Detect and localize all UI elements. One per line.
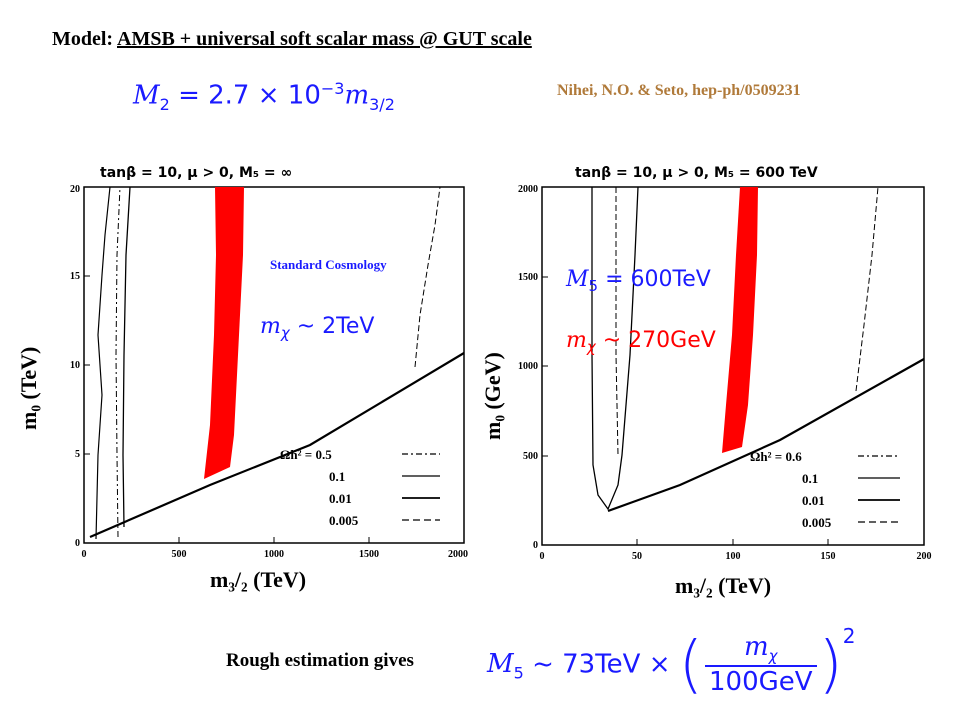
left-xlabel: m₃/₂ (TeV) [210, 567, 306, 592]
eq-bottom-num-m: m [743, 632, 769, 662]
eq-m2-lhs: M [133, 80, 160, 111]
right-legend-item-2: 0.01 [802, 493, 825, 508]
right-xtick-3: 150 [821, 551, 836, 562]
left-xtick-1: 500 [172, 549, 187, 560]
left-legend-item-1: 0.1 [329, 469, 345, 484]
right-boundary-line [607, 358, 925, 513]
title-model: AMSB + universal soft scalar mass @ GUT … [117, 28, 532, 50]
left-relic-density-plot: tanβ = 10, μ > 0, M₅ = ∞ 0 500 1000 1500… [16, 165, 468, 592]
left-curve-0.1-left [122, 186, 131, 528]
left-ytick-4: 20 [70, 184, 80, 195]
left-ytick-2: 10 [70, 360, 80, 371]
left-ylabel: m₀ (TeV) [16, 347, 41, 430]
eq-m2-m-sub: 3/2 [369, 94, 395, 114]
left-xtick-2: 1000 [264, 549, 284, 560]
right-plot-header: tanβ = 10, μ > 0, M₅ = 600 TeV [575, 165, 818, 181]
right-legend-item-1: 0.1 [802, 471, 818, 486]
left-legend-item-2: 0.01 [329, 491, 352, 506]
right-relic-density-plot: tanβ = 10, μ > 0, M₅ = 600 TeV 0 50 100 … [480, 165, 932, 598]
right-xtick-1: 50 [632, 551, 642, 562]
title-prefix: Model: [52, 28, 117, 50]
left-paren: ( [678, 627, 703, 701]
left-curve-0.5 [95, 186, 111, 540]
right-ytick-0: 0 [533, 540, 538, 551]
eq-m2-exp: −3 [320, 79, 345, 98]
left-xtick-0: 0 [82, 549, 87, 560]
right-ytick-4: 2000 [518, 184, 538, 195]
slide-title: Model: AMSB + universal soft scalar mass… [52, 28, 532, 51]
right-legend-item-3: 0.005 [802, 515, 832, 530]
rough-estimation-label: Rough estimation gives [226, 650, 414, 671]
right-xlabel: m₃/₂ (TeV) [675, 573, 771, 598]
m5-estimate-equation: M5 ~ 73TeV × (mχ 100GeV)2 [487, 624, 855, 698]
right-xtick-4: 200 [917, 551, 932, 562]
left-xtick-4: 2000 [448, 549, 468, 560]
eq-bottom-num-sub: χ [768, 647, 778, 666]
left-ytick-1: 5 [75, 449, 80, 460]
right-ytick-3: 1500 [518, 272, 538, 283]
right-xtick-0: 0 [540, 551, 545, 562]
gaugino-mass-equation: M2 = 2.7 × 10−3m3/2 [133, 79, 395, 114]
left-red-band [204, 187, 244, 479]
right-paren: ) [818, 627, 843, 701]
eq-bottom-lhs-sub: 5 [513, 663, 524, 683]
eq-m2-m: m [344, 80, 370, 111]
right-curve-0.005-left [615, 187, 619, 456]
eq-bottom-fraction: mχ 100GeV [704, 632, 817, 698]
left-plot-frame [83, 186, 465, 544]
standard-cosmology-label: Standard Cosmology [270, 257, 387, 272]
eq-bottom-mid: ~ 73TeV × [523, 649, 679, 680]
right-xtick-2: 100 [726, 551, 741, 562]
eq-bottom-exp: 2 [842, 624, 856, 648]
right-legend-title: Ωh² = 0.6 [750, 449, 802, 464]
right-mass-annotation: mχ ~ 270GeV [566, 328, 716, 356]
right-ytick-2: 1000 [518, 361, 538, 372]
left-xtick-3: 1500 [359, 549, 379, 560]
eq-bottom-den: 100GeV [708, 667, 813, 698]
left-curve-0.005-left [115, 186, 121, 538]
left-legend-item-3: 0.005 [329, 513, 359, 528]
eq-bottom-lhs: M [487, 649, 514, 680]
eq-m2-rhs: = 2.7 × 10 [169, 80, 321, 111]
left-boundary-line [89, 352, 465, 539]
left-curve-0.005-right [414, 186, 441, 368]
eq-m2-lhs-sub: 2 [159, 94, 170, 114]
left-plot-header: tanβ = 10, μ > 0, M₅ = ∞ [100, 165, 292, 181]
right-curve-0.005-right [855, 186, 879, 392]
right-red-band [722, 187, 758, 453]
left-ytick-3: 15 [70, 271, 80, 282]
reference-citation: Nihei, N.O. & Seto, hep-ph/0509231 [557, 82, 801, 99]
right-curve-0.1 [591, 186, 639, 511]
right-m5-annotation: M5 = 600TeV [565, 267, 711, 295]
right-ytick-1: 500 [523, 451, 538, 462]
left-legend-title: Ωh² = 0.5 [280, 447, 332, 462]
left-mass-annotation: mχ ~ 2TeV [260, 314, 374, 342]
right-ylabel: m₀ (GeV) [480, 352, 505, 440]
left-ytick-0: 0 [75, 538, 80, 549]
